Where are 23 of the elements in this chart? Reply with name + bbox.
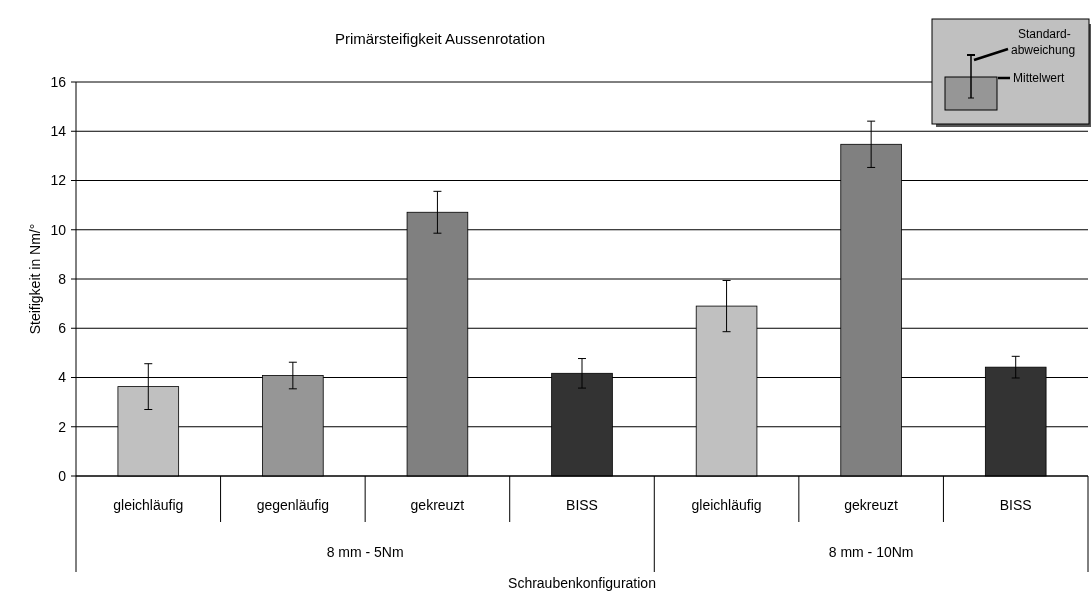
- x-tick-label: BISS: [566, 496, 598, 513]
- y-tick-label: 0: [58, 467, 67, 484]
- y-axis-title: Steifigkeit in Nm/°: [27, 223, 43, 335]
- y-tick-label: 14: [50, 123, 67, 140]
- y-tick-label: 4: [58, 369, 67, 386]
- y-tick-label: 6: [58, 320, 67, 337]
- y-tick-label: 2: [58, 418, 67, 435]
- annotation: Mittelwert: [1013, 71, 1066, 86]
- y-tick-label: 16: [50, 73, 67, 90]
- y-tick-label: 8: [58, 270, 67, 287]
- text: 8 mm - 5Nm: [326, 543, 404, 560]
- text: Standard-abweichung: [1011, 27, 1076, 57]
- text: 8 mm - 10Nm: [828, 543, 914, 560]
- y-tick-label: 12: [50, 172, 67, 189]
- x-tick-label: gekreuzt: [844, 496, 899, 513]
- x-tick-label: BISS: [999, 496, 1032, 513]
- y-tick-label: 10: [50, 221, 67, 238]
- x-tick-label: gleichläufig: [113, 496, 184, 513]
- chart-title: Primärsteifigkeit Aussenrotation: [334, 30, 546, 47]
- x-axis-title: Schraubenkonfiguration: [508, 575, 656, 591]
- x-tick-label: gekreuzt: [410, 496, 465, 513]
- x-tick-label: gleichläufig: [691, 496, 762, 513]
- x-tick-label: gegenläufig: [256, 496, 330, 513]
